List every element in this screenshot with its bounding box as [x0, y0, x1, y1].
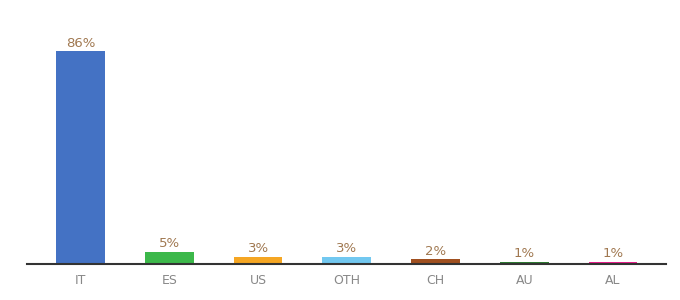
Text: 2%: 2%: [425, 245, 446, 258]
Text: 1%: 1%: [513, 247, 534, 260]
Text: 3%: 3%: [336, 242, 358, 255]
Bar: [322, 256, 371, 264]
Text: 86%: 86%: [66, 37, 95, 50]
Text: 1%: 1%: [602, 247, 624, 260]
Text: 5%: 5%: [159, 237, 180, 250]
Bar: [411, 259, 460, 264]
Bar: [234, 256, 282, 264]
Bar: [589, 262, 637, 264]
Bar: [145, 252, 194, 264]
Bar: [56, 51, 105, 264]
Bar: [500, 262, 549, 264]
Text: 3%: 3%: [248, 242, 269, 255]
